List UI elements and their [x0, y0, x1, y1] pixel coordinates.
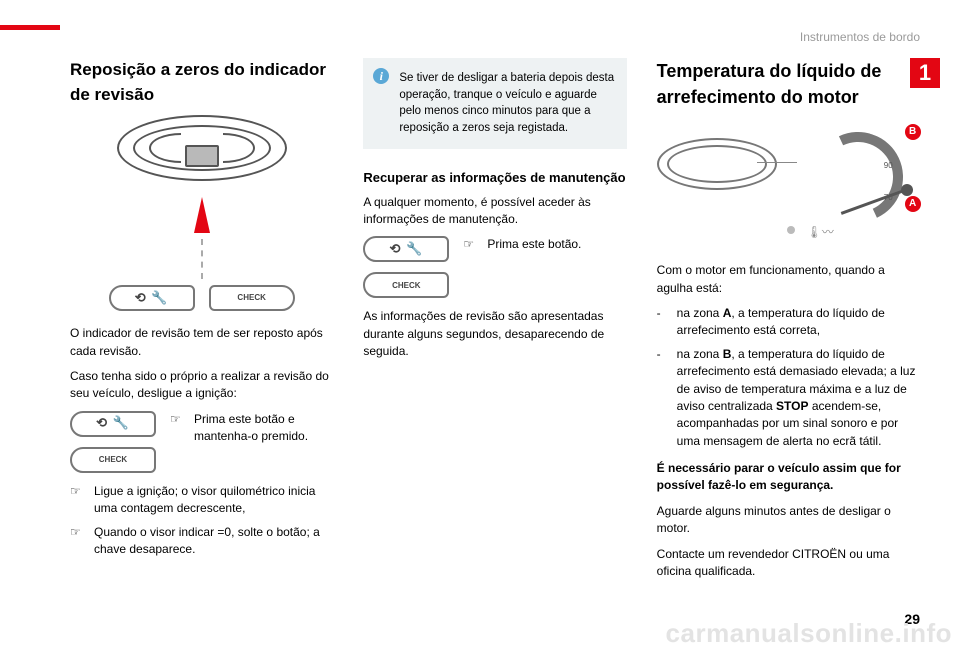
- mini-cluster-inner: [667, 145, 767, 183]
- section-tab: [0, 25, 60, 30]
- indicator-dot: [787, 226, 795, 234]
- cluster-illustration: [117, 115, 287, 193]
- press-hold-text: Prima este botão e mantenha-o premido.: [194, 411, 333, 446]
- thermometer-icon: 🌡︎〰: [807, 224, 834, 241]
- pointer-mark: ☞: [70, 524, 84, 559]
- info-box: i Se tiver de desligar a bateria depois …: [363, 58, 626, 149]
- bullet-text: Quando o visor indicar =0, solte o botão…: [94, 524, 333, 559]
- pointer-mark: ☞: [70, 483, 84, 518]
- col1-bullets: ☞ Ligue a ignição; o visor quilométrico …: [70, 483, 333, 559]
- zone-a-badge: A: [905, 196, 921, 212]
- temp-gauge: 90 70: [797, 118, 917, 238]
- press-text: Prima este botão.: [487, 236, 626, 253]
- three-column-layout: Reposição a zeros do indicador de revisã…: [70, 58, 920, 588]
- check-button-icon: CHECK: [209, 285, 295, 311]
- instrument-cluster-figure: ⟲ 🔧 CHECK: [70, 115, 333, 311]
- return-wrench-icon: ⟲ 🔧: [96, 414, 130, 433]
- dashed-guide-line: [201, 239, 203, 279]
- manual-page: Instrumentos de bordo 1 Reposição a zero…: [0, 0, 960, 649]
- press-hold-row: ⟲ 🔧 CHECK ☞ Prima este botão e mantenha-…: [70, 411, 333, 473]
- reset-button-icon: ⟲ 🔧: [70, 411, 156, 437]
- check-button-icon: CHECK: [70, 447, 156, 473]
- gauge-tick-70: 70: [884, 192, 893, 204]
- button-pair: ⟲ 🔧 CHECK: [70, 285, 333, 311]
- col2-p1: A qualquer momento, é possível aceder às…: [363, 194, 626, 229]
- col3-p2: É necessário parar o veículo assim que f…: [657, 460, 920, 495]
- red-arrow-icon: [194, 197, 210, 233]
- chapter-number-badge: 1: [910, 58, 940, 88]
- col1-p2: Caso tenha sido o próprio a realizar a r…: [70, 368, 333, 403]
- return-wrench-icon: ⟲ 🔧: [135, 289, 169, 308]
- reset-button-icon: ⟲ 🔧: [109, 285, 195, 311]
- col3-p3: Aguarde alguns minutos antes de desligar…: [657, 503, 920, 538]
- press-button-row: ⟲ 🔧 CHECK ☞ Prima este botão.: [363, 236, 626, 298]
- dash-mark: -: [657, 305, 667, 340]
- col3-p4: Contacte um revendedor CITROËN ou uma of…: [657, 546, 920, 581]
- watermark: carmanualsonline.info: [666, 618, 952, 649]
- check-button-label: CHECK: [237, 292, 265, 304]
- column-2: i Se tiver de desligar a bateria depois …: [363, 58, 626, 588]
- column-3: Temperatura do líquido de arrefecimento …: [657, 58, 920, 588]
- check-button-icon: CHECK: [363, 272, 449, 298]
- col2-p2: As informações de revisão são apresentad…: [363, 308, 626, 360]
- zone-b-badge: B: [905, 124, 921, 140]
- check-button-label: CHECK: [99, 454, 127, 466]
- info-icon: i: [373, 68, 389, 84]
- pointer-mark: ☞: [463, 236, 477, 253]
- dash-text: na zona A, a temperatura do líquido de a…: [677, 305, 920, 340]
- col1-heading: Reposição a zeros do indicador de revisã…: [70, 58, 333, 107]
- return-wrench-icon: ⟲ 🔧: [389, 240, 423, 259]
- pointer-mark: ☞: [170, 411, 184, 446]
- gauge-tick-90: 90: [884, 160, 893, 172]
- col1-p1: O indicador de revisão tem de ser repost…: [70, 325, 333, 360]
- col3-p1: Com o motor em funcionamento, quando a a…: [657, 262, 920, 297]
- col3-heading: Temperatura do líquido de arrefecimento …: [657, 58, 920, 110]
- bullet-text: Ligue a ignição; o visor quilométrico in…: [94, 483, 333, 518]
- breadcrumb: Instrumentos de bordo: [800, 30, 920, 44]
- coolant-temp-figure: 90 70 🌡︎〰 B A: [657, 118, 917, 248]
- col3-dash-list: - na zona A, a temperatura do líquido de…: [657, 305, 920, 450]
- info-box-text: Se tiver de desligar a bateria depois de…: [399, 72, 614, 134]
- dash-text: na zona B, a temperatura do líquido de a…: [677, 346, 920, 450]
- column-1: Reposição a zeros do indicador de revisã…: [70, 58, 333, 588]
- dash-mark: -: [657, 346, 667, 450]
- check-button-label: CHECK: [392, 280, 420, 292]
- reset-button-icon: ⟲ 🔧: [363, 236, 449, 262]
- col2-heading: Recuperar as informações de manutenção: [363, 169, 626, 188]
